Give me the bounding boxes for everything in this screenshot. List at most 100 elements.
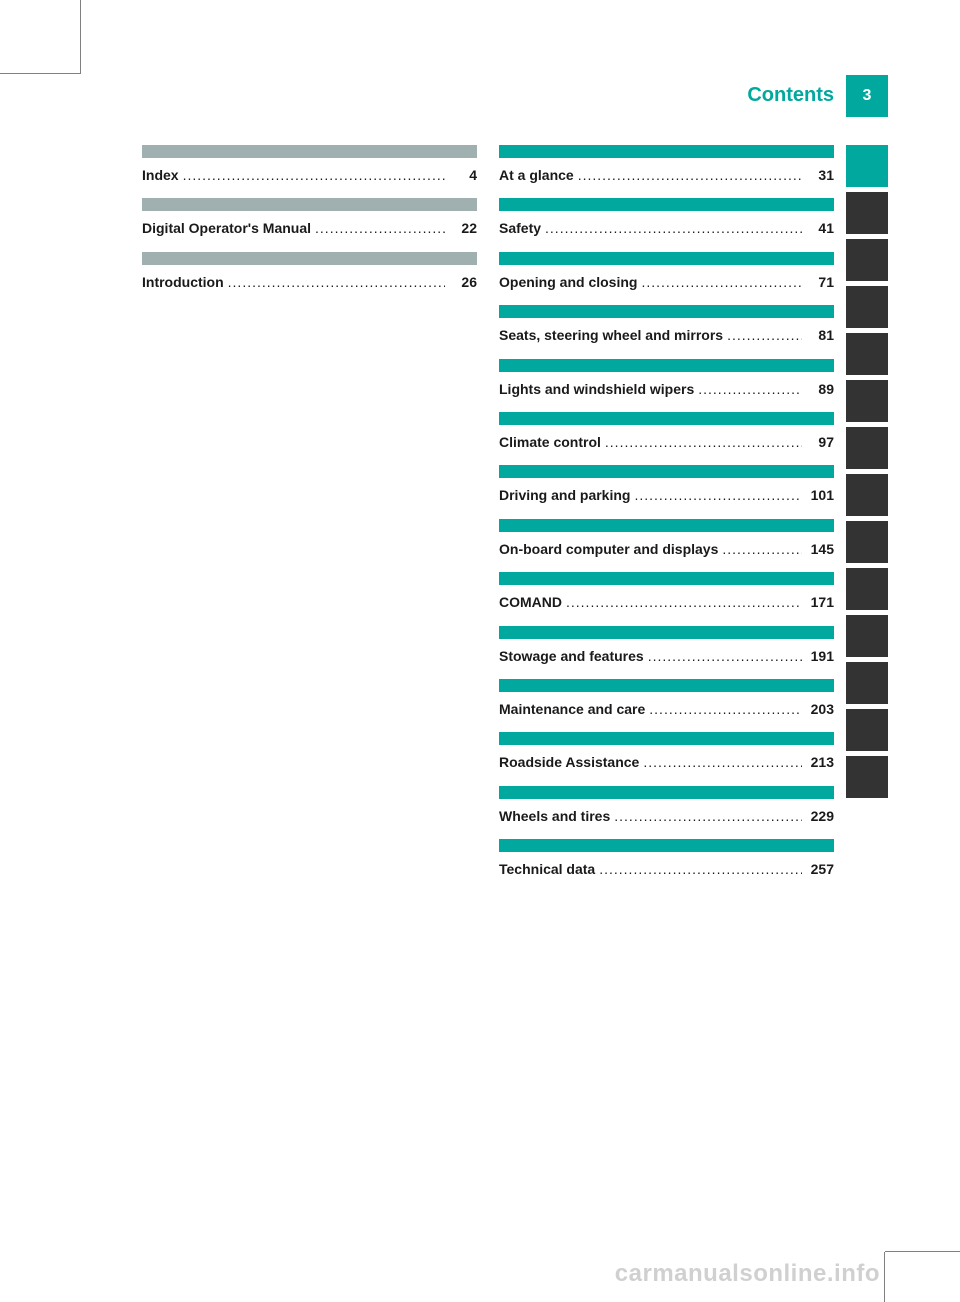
toc-page: 71 <box>802 271 834 293</box>
toc-row: Climate control 97 <box>499 431 834 453</box>
side-tab <box>846 756 888 798</box>
toc-page: 191 <box>802 645 834 667</box>
toc-label: Digital Operator's Manual <box>142 217 311 239</box>
side-tab <box>846 145 888 187</box>
section-bar <box>499 145 834 158</box>
toc-row: Opening and closing 71 <box>499 271 834 293</box>
crop-mark <box>885 1251 960 1252</box>
toc-page: 101 <box>802 484 834 506</box>
toc-row: Stowage and features191 <box>499 645 834 667</box>
section-bar <box>499 786 834 799</box>
toc-label: Opening and closing <box>499 271 637 293</box>
toc-row: Seats, steering wheel and mirrors 81 <box>499 324 834 346</box>
section-bar <box>499 572 834 585</box>
toc-column-left: Index4 Digital Operator's Manual22 Introdu… <box>142 145 477 892</box>
toc-entry: Introduction26 <box>142 252 477 293</box>
toc-row: On-board computer and displays 145 <box>499 538 834 560</box>
toc-dots <box>595 858 802 880</box>
side-tab <box>846 333 888 375</box>
toc-label: At a glance <box>499 164 574 186</box>
toc-label: Roadside Assistance <box>499 751 639 773</box>
toc-dots <box>723 324 802 346</box>
toc-entry: Opening and closing 71 <box>499 252 834 293</box>
side-tab <box>846 239 888 281</box>
toc-page: 229 <box>802 805 834 827</box>
toc-dots <box>574 164 802 186</box>
section-bar <box>499 839 834 852</box>
toc-row: Driving and parking 101 <box>499 484 834 506</box>
side-tabs <box>846 145 888 803</box>
section-bar <box>499 465 834 478</box>
toc-dots <box>637 271 802 293</box>
section-bar <box>499 519 834 532</box>
toc-entry: On-board computer and displays 145 <box>499 519 834 560</box>
toc-entry: Driving and parking 101 <box>499 465 834 506</box>
toc-row: Roadside Assistance 213 <box>499 751 834 773</box>
toc-label: Index <box>142 164 179 186</box>
toc-label: Lights and windshield wipers <box>499 378 694 400</box>
toc-page: 26 <box>445 271 477 293</box>
toc-row: Wheels and tires 229 <box>499 805 834 827</box>
section-bar <box>499 626 834 639</box>
toc-label: Wheels and tires <box>499 805 610 827</box>
section-bar <box>499 252 834 265</box>
side-tab <box>846 286 888 328</box>
crop-mark <box>884 1252 885 1302</box>
toc-dots <box>311 217 445 239</box>
header-bar: Contents 3 <box>58 73 888 118</box>
toc-page: 145 <box>802 538 834 560</box>
section-bar <box>499 679 834 692</box>
crop-mark <box>80 0 81 74</box>
section-bar <box>142 252 477 265</box>
toc-row: Lights and windshield wipers 89 <box>499 378 834 400</box>
toc-dots <box>718 538 802 560</box>
toc-entry: Seats, steering wheel and mirrors 81 <box>499 305 834 346</box>
toc-dots <box>601 431 802 453</box>
toc-label: On-board computer and displays <box>499 538 718 560</box>
page-frame: Contents 3 Index4 Digital Operator's Manu… <box>0 0 960 1302</box>
toc-page: 89 <box>802 378 834 400</box>
toc-label: COMAND <box>499 591 562 613</box>
toc-entry: COMAND 171 <box>499 572 834 613</box>
toc-page: 31 <box>802 164 834 186</box>
side-tab <box>846 427 888 469</box>
toc-page: 257 <box>802 858 834 880</box>
section-bar <box>499 359 834 372</box>
toc-row: At a glance 31 <box>499 164 834 186</box>
section-bar <box>499 732 834 745</box>
toc-page: 213 <box>802 751 834 773</box>
toc-label: Driving and parking <box>499 484 630 506</box>
section-bar <box>142 198 477 211</box>
watermark-text: carmanualsonline.info <box>615 1260 880 1288</box>
content-area: Index4 Digital Operator's Manual22 Introdu… <box>142 145 902 892</box>
toc-label: Seats, steering wheel and mirrors <box>499 324 723 346</box>
toc-entry: Roadside Assistance 213 <box>499 732 834 773</box>
section-bar <box>499 412 834 425</box>
toc-entry: Technical data257 <box>499 839 834 880</box>
section-bar <box>499 305 834 318</box>
toc-label: Climate control <box>499 431 601 453</box>
side-tab <box>846 615 888 657</box>
toc-row: Digital Operator's Manual22 <box>142 217 477 239</box>
toc-dots <box>639 751 802 773</box>
toc-dots <box>694 378 802 400</box>
toc-entry: Index4 <box>142 145 477 186</box>
toc-page: 97 <box>802 431 834 453</box>
toc-row: Safety41 <box>499 217 834 239</box>
page-number-box: 3 <box>846 75 888 117</box>
toc-page: 81 <box>802 324 834 346</box>
toc-dots <box>644 645 802 667</box>
toc-dots <box>541 217 802 239</box>
toc-page: 171 <box>802 591 834 613</box>
toc-row: Introduction26 <box>142 271 477 293</box>
side-tab <box>846 474 888 516</box>
side-tab <box>846 568 888 610</box>
page-number: 3 <box>863 87 872 105</box>
toc-dots <box>224 271 445 293</box>
side-tab <box>846 192 888 234</box>
side-tab <box>846 662 888 704</box>
toc-entry: Safety41 <box>499 198 834 239</box>
toc-entry: At a glance 31 <box>499 145 834 186</box>
toc-label: Safety <box>499 217 541 239</box>
toc-dots <box>645 698 802 720</box>
